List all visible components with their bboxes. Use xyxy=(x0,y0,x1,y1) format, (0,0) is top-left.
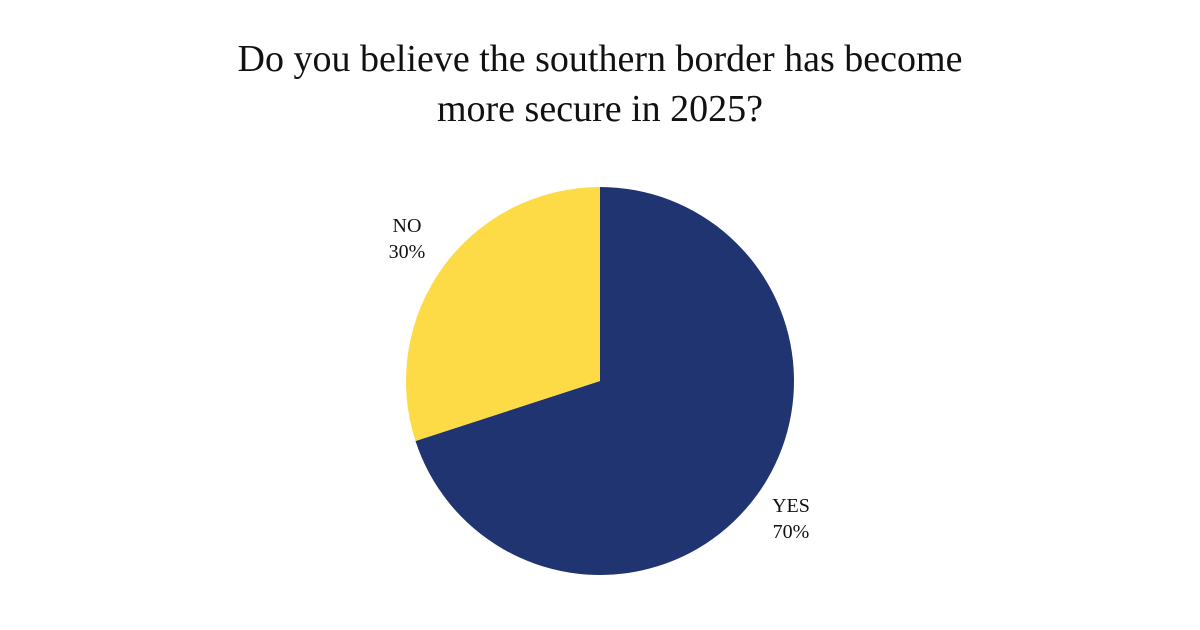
chart-title: Do you believe the southern border has b… xyxy=(100,34,1100,134)
slice-value-yes: 70% xyxy=(773,521,810,543)
chart-title-line-1: Do you believe the southern border has b… xyxy=(237,38,963,80)
slice-label-no: NO xyxy=(393,215,422,237)
pie-slice-no xyxy=(405,187,600,441)
slice-value-no: 30% xyxy=(389,241,426,263)
slice-label-yes: YES xyxy=(772,495,810,517)
chart-title-line-2: more secure in 2025? xyxy=(436,88,764,130)
pie-slice-yes xyxy=(415,187,794,575)
